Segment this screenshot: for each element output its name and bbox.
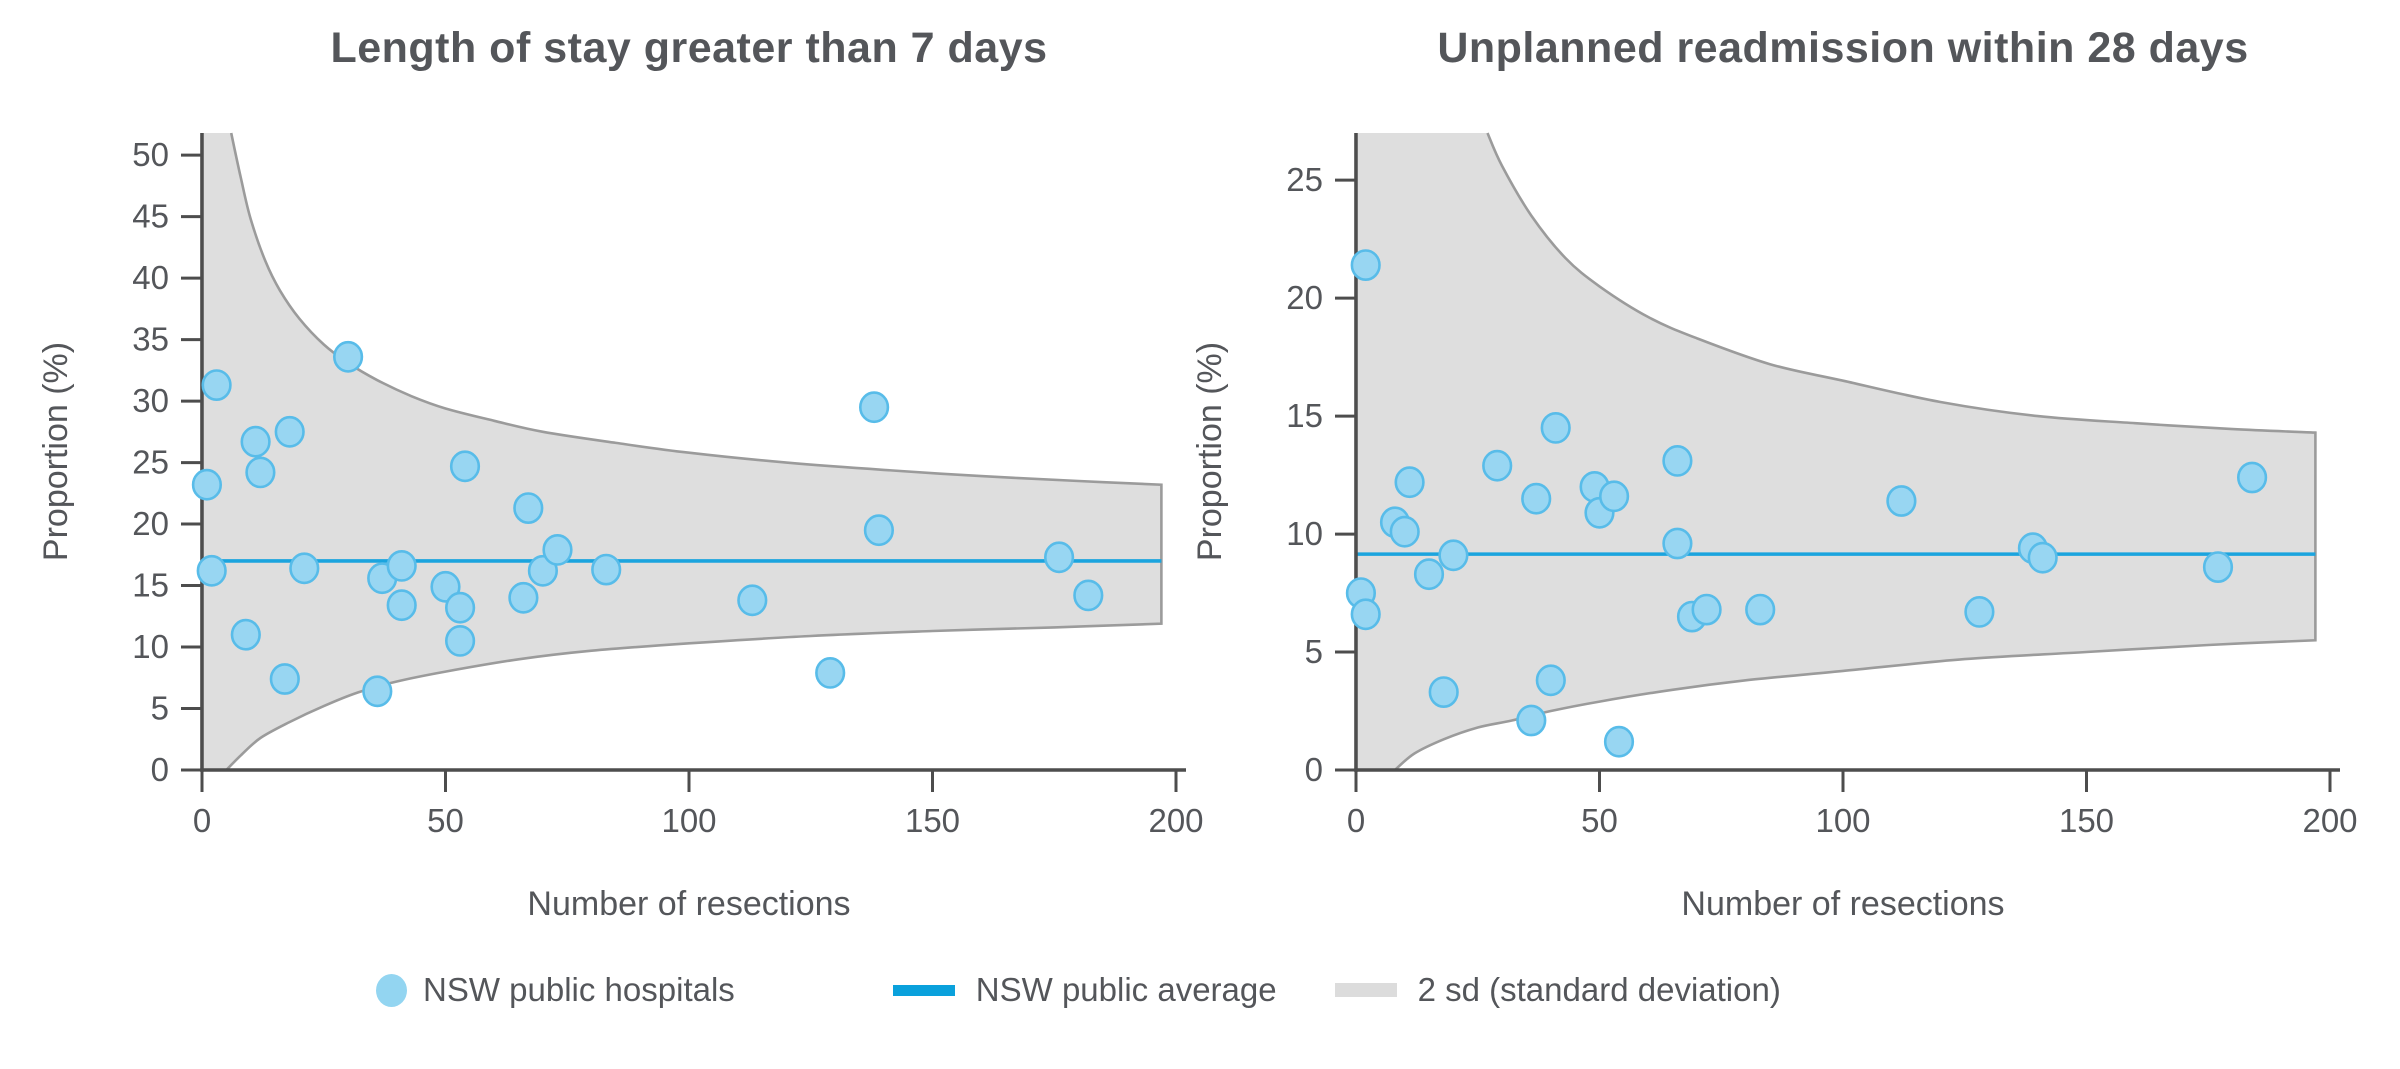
y-tick-label: 0 [1305,751,1323,788]
y-tick-label: 30 [132,382,169,419]
data-point [1691,593,1722,626]
y-axis-label: Proportion (%) [1191,342,1229,561]
data-point [1394,466,1425,499]
x-tick-label: 200 [1148,802,1203,839]
data-point [1964,596,1995,628]
legend-band-swatch-icon [1334,983,1397,997]
y-tick-label: 0 [151,751,169,788]
data-point [1662,444,1693,477]
data-point [1389,515,1420,548]
data-point [289,552,320,585]
data-point [1073,579,1104,612]
data-point [1516,704,1547,737]
legend-label-hospitals: NSW public hospitals [423,971,735,1008]
data-point [191,468,222,501]
data-point [1413,558,1445,591]
data-point [737,584,768,617]
sd-band-outline [1394,132,2317,771]
y-tick-label: 15 [1286,397,1323,434]
data-point [201,369,232,402]
data-point [863,514,895,547]
data-point [815,657,846,689]
data-point [1482,449,1513,482]
data-point [196,554,227,587]
y-tick-label: 10 [1286,515,1323,552]
data-point [1540,411,1571,444]
data-point [445,625,476,657]
data-point [333,340,364,373]
data-point [230,618,261,651]
data-point [2027,541,2058,574]
y-tick-label: 40 [132,259,169,296]
data-point [2202,551,2234,584]
chart-length-of-stay: 0 5 10 15 20 25 30 35 40 45 50 0 50 100 150 200 Length o… [37,24,1204,923]
data-point [591,553,622,586]
chart-readmission: 0 5 10 15 20 25 0 50 100 150 200 Unplanned readmiss… [1191,24,2358,923]
sd-band [1357,133,2316,770]
sd-band-outline [225,132,1163,771]
data-point [858,391,890,424]
legend-dot-swatch-icon [376,973,407,1007]
data-point [1350,598,1381,631]
data-point [1745,593,1776,626]
y-tick-label: 35 [132,321,169,358]
y-tick-label: 45 [132,198,169,235]
data-point [274,415,305,448]
data-point [449,450,481,483]
data-point [1438,539,1469,572]
data-point [245,456,276,489]
x-tick-label: 150 [2059,802,2114,839]
x-tick-label: 0 [193,802,211,839]
y-tick-label: 25 [132,444,169,481]
data-point [1521,482,1552,515]
y-tick-label: 10 [132,628,169,665]
x-tick-label: 0 [1347,802,1365,839]
x-tick-label: 100 [1815,802,1870,839]
data-point [513,492,544,525]
x-axis-label: Number of resections [527,885,850,923]
data-point [508,581,539,614]
sd-band [203,133,1162,770]
y-tick-label: 20 [132,505,169,542]
data-point [2237,461,2268,494]
legend-label-sd: 2 sd (standard deviation) [1417,971,1781,1008]
x-tick-label: 100 [661,802,716,839]
y-tick-label: 20 [1286,279,1323,316]
data-point [1428,676,1459,709]
x-tick-label: 50 [1581,802,1618,839]
data-point [445,591,476,624]
data-point [269,663,300,695]
data-point [1535,664,1566,697]
data-point [362,675,393,708]
y-axis-label: Proportion (%) [37,342,75,561]
legend: NSW public hospitals NSW public average … [376,962,1781,1018]
x-tick-label: 50 [427,802,464,839]
chart-title: Unplanned readmission within 28 days [1437,24,2248,72]
y-tick-label: 5 [1305,633,1323,670]
data-point [240,425,271,458]
x-tick-label: 150 [905,802,960,839]
data-point [1598,480,1630,513]
y-tick-label: 50 [132,136,169,173]
chart-title: Length of stay greater than 7 days [330,24,1047,72]
data-point [1043,541,1075,574]
y-tick-label: 15 [132,567,169,604]
y-tick-label: 5 [151,690,169,727]
x-tick-label: 200 [2302,802,2357,839]
data-point [1662,527,1693,560]
data-point [1886,485,1917,517]
data-point [386,550,417,582]
data-point [542,534,573,566]
data-point [1603,725,1635,758]
y-tick-label: 25 [1286,161,1323,198]
legend-label-average: NSW public average [975,971,1277,1008]
legend-line-swatch-icon [892,984,955,996]
data-point [386,589,417,622]
data-point [1350,249,1381,282]
x-axis-label: Number of resections [1681,885,2004,923]
